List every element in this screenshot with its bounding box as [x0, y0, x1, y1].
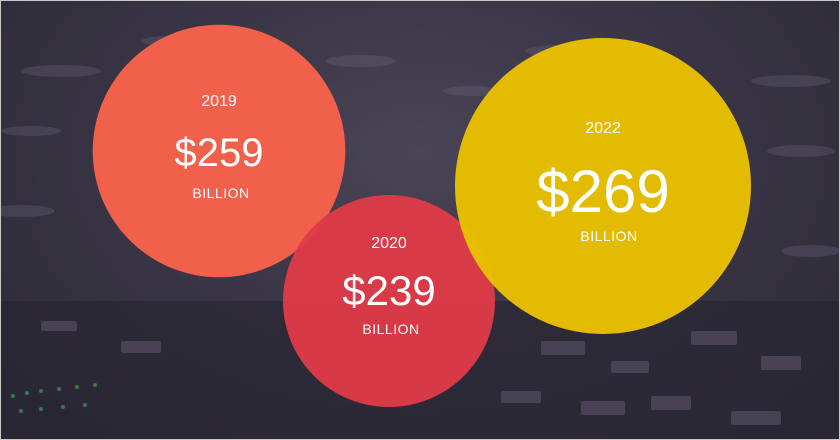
bubble-year-label: 2022: [585, 120, 621, 137]
bubble-2019: [92, 24, 346, 278]
bubble-value-label: $239: [342, 267, 436, 314]
bubble-2022: [455, 38, 751, 334]
bubble-unit-label: BILLION: [580, 228, 638, 244]
bubble-unit-label: BILLION: [192, 185, 250, 201]
bubble-year-label: 2020: [371, 235, 407, 252]
bubble-value-label: $259: [174, 131, 264, 175]
bubble-year-label: 2019: [201, 93, 237, 110]
bubble-value-label: $269: [536, 158, 670, 225]
bubble-unit-label: BILLION: [362, 321, 420, 337]
bubble-2020: [283, 195, 495, 407]
